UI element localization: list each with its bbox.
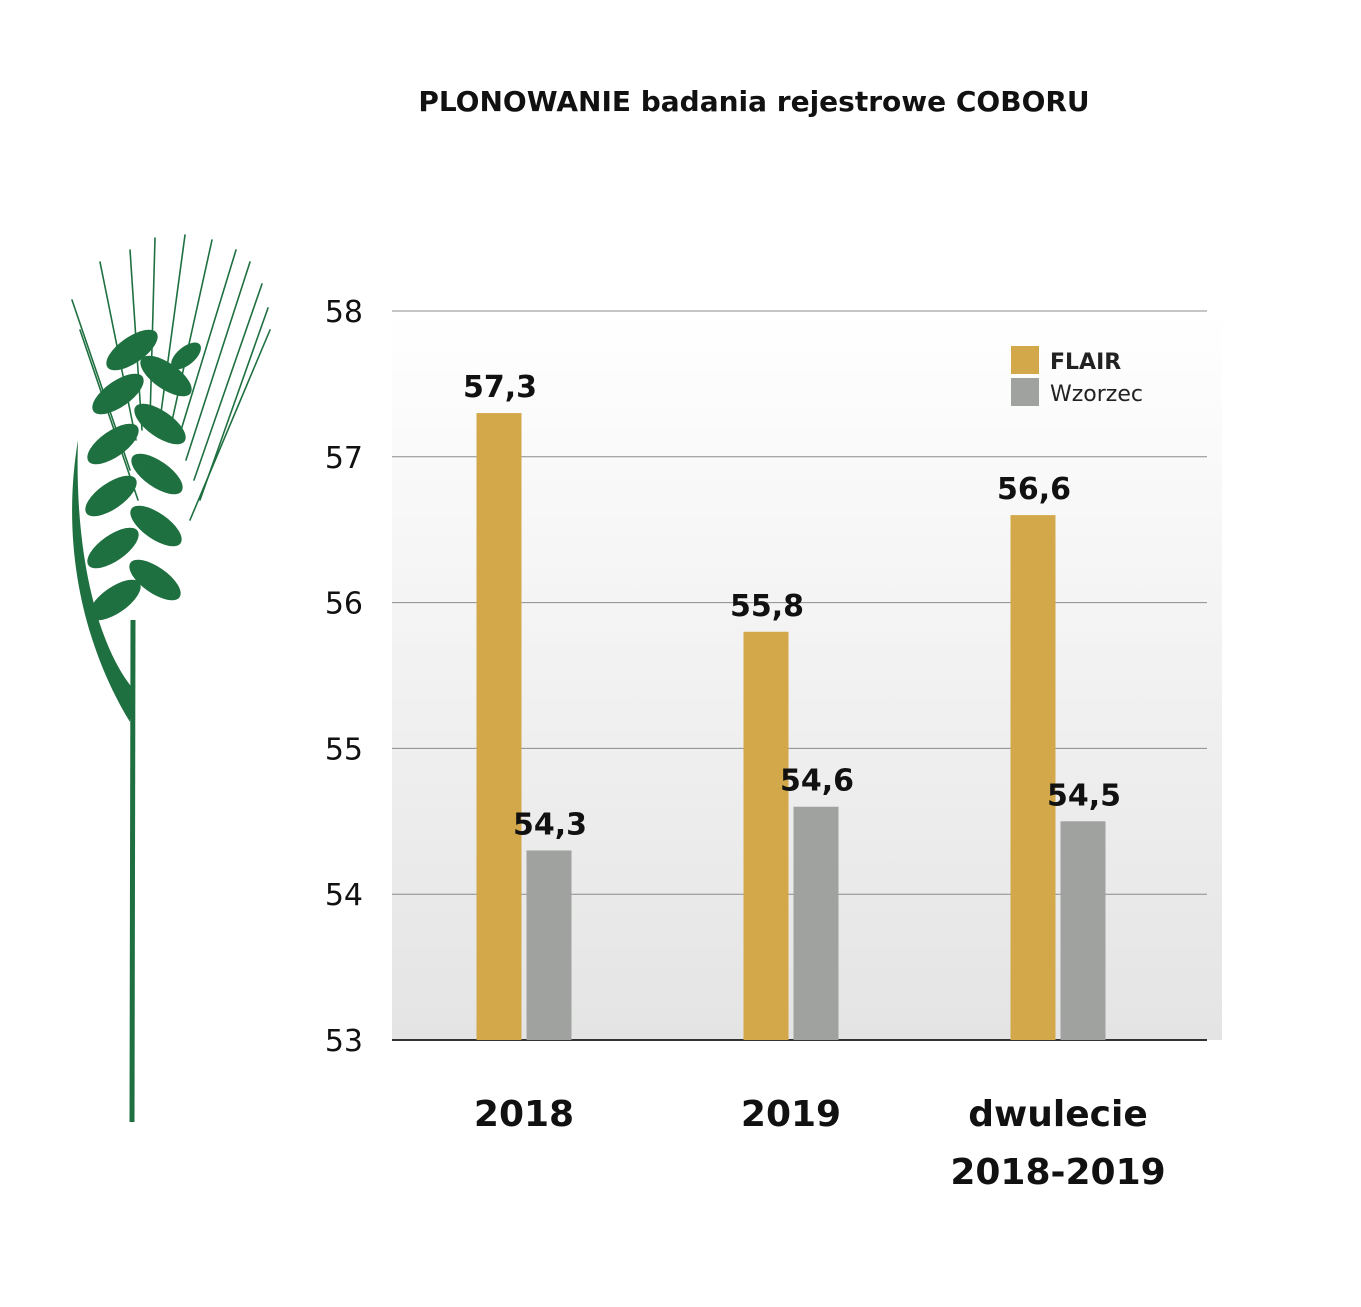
data-label: 54,3 (513, 807, 587, 842)
bars (476, 413, 1106, 1040)
bar-flair-2 (743, 631, 789, 1040)
x-axis-categories: 2018 2019 dwulecie 2018-2019 (474, 1094, 1166, 1193)
data-label: 54,6 (780, 764, 854, 799)
y-tick-label: 57 (325, 441, 363, 476)
data-label: 57,3 (463, 370, 537, 405)
y-tick-label: 58 (325, 295, 363, 330)
chart-title: PLONOWANIE badania rejestrowe COBORU (418, 85, 1089, 118)
data-label: 55,8 (730, 589, 804, 624)
x-category-label: 2018-2019 (950, 1152, 1165, 1193)
y-tick-label: 55 (325, 732, 363, 767)
x-category-label: 2018 (474, 1094, 574, 1135)
y-tick-label: 54 (325, 878, 363, 913)
legend-entry: Wzorzec (1050, 382, 1143, 407)
bar-wzorzec-2 (793, 806, 839, 1040)
bar-flair-1 (476, 413, 522, 1040)
wheat-ear-icon (71, 234, 271, 1123)
data-labels: 57,3 55,8 56,6 54,3 54,6 54,5 (463, 370, 1121, 842)
y-axis-ticks: 53 54 55 56 57 58 (325, 295, 363, 1059)
legend-swatch (1011, 378, 1039, 406)
x-category-label: dwulecie (968, 1094, 1148, 1135)
data-label: 54,5 (1047, 778, 1121, 813)
bar-flair-3 (1010, 515, 1056, 1040)
bar-wzorzec-1 (526, 850, 572, 1040)
data-label: 56,6 (997, 472, 1071, 507)
legend-entry: FLAIR (1050, 350, 1121, 375)
legend-swatch (1011, 346, 1039, 374)
legend: FLAIR Wzorzec (1011, 346, 1143, 407)
y-tick-label: 53 (325, 1024, 363, 1059)
x-category-label: 2019 (741, 1094, 841, 1135)
bar-wzorzec-3 (1060, 821, 1106, 1040)
y-tick-label: 56 (325, 587, 363, 622)
